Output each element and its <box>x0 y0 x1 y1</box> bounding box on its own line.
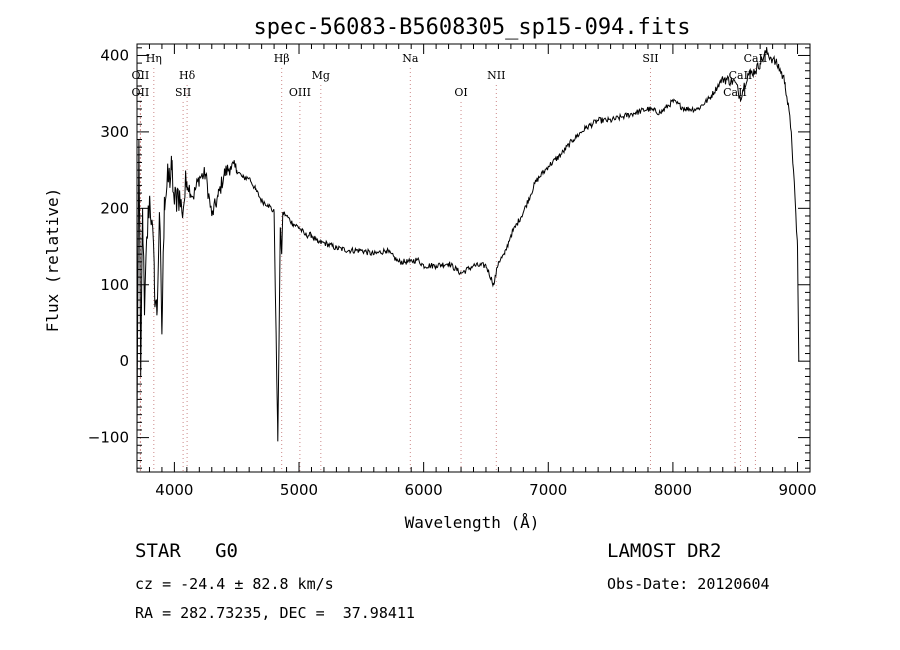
line-marker-label: Hβ <box>274 52 290 65</box>
x-tick-label: 8000 <box>654 481 692 499</box>
line-marker-label: CaII <box>723 86 747 99</box>
spectrum-series <box>136 47 800 442</box>
line-marker-label: NII <box>487 69 505 82</box>
y-tick-label: 100 <box>100 276 129 294</box>
y-tick-label: 200 <box>100 199 129 217</box>
x-tick-label: 7000 <box>529 481 567 499</box>
line-marker-label: CaII <box>729 69 753 82</box>
x-axis-label: Wavelength (Å) <box>405 513 540 532</box>
obs-date-label: Obs-Date: 20120604 <box>607 575 770 593</box>
line-marker-label: SII <box>642 52 658 65</box>
chart-title: spec-56083-B5608305_sp15-094.fits <box>253 15 690 40</box>
y-tick-label: 400 <box>100 46 129 64</box>
spectrum-line <box>136 47 800 442</box>
x-tick-label: 5000 <box>280 481 318 499</box>
line-marker-label: Hη <box>146 52 162 65</box>
redshift-label: cz = -24.4 ± 82.8 km/s <box>135 575 334 593</box>
line-marker-label: OII <box>132 69 150 82</box>
axis-ticks: 4000 5000 6000 7000 8000 9000 −100 0 100 200 300 40… <box>88 44 817 499</box>
y-axis-label: Flux (relative) <box>43 188 62 333</box>
plot-frame <box>136 43 811 473</box>
x-tick-label: 9000 <box>778 481 816 499</box>
line-marker-label: OI <box>454 86 467 99</box>
line-marker-label: Hδ <box>179 69 196 82</box>
survey-label: LAMOST DR2 <box>607 540 722 562</box>
y-tick-label: −100 <box>88 429 129 447</box>
line-marker-label: OII <box>132 86 150 99</box>
line-marker-label: SII <box>175 86 191 99</box>
line-marker-label: Mg <box>312 69 330 82</box>
x-tick-label: 6000 <box>405 481 443 499</box>
line-marker-label: OIII <box>289 86 311 99</box>
object-type-label: STAR G0 <box>135 540 238 562</box>
x-tick-label: 4000 <box>155 481 193 499</box>
y-tick-label: 300 <box>100 123 129 141</box>
y-tick-label: 0 <box>119 352 129 370</box>
line-marker-label: Na <box>402 52 419 65</box>
coordinates-label: RA = 282.73235, DEC = 37.98411 <box>135 604 415 622</box>
